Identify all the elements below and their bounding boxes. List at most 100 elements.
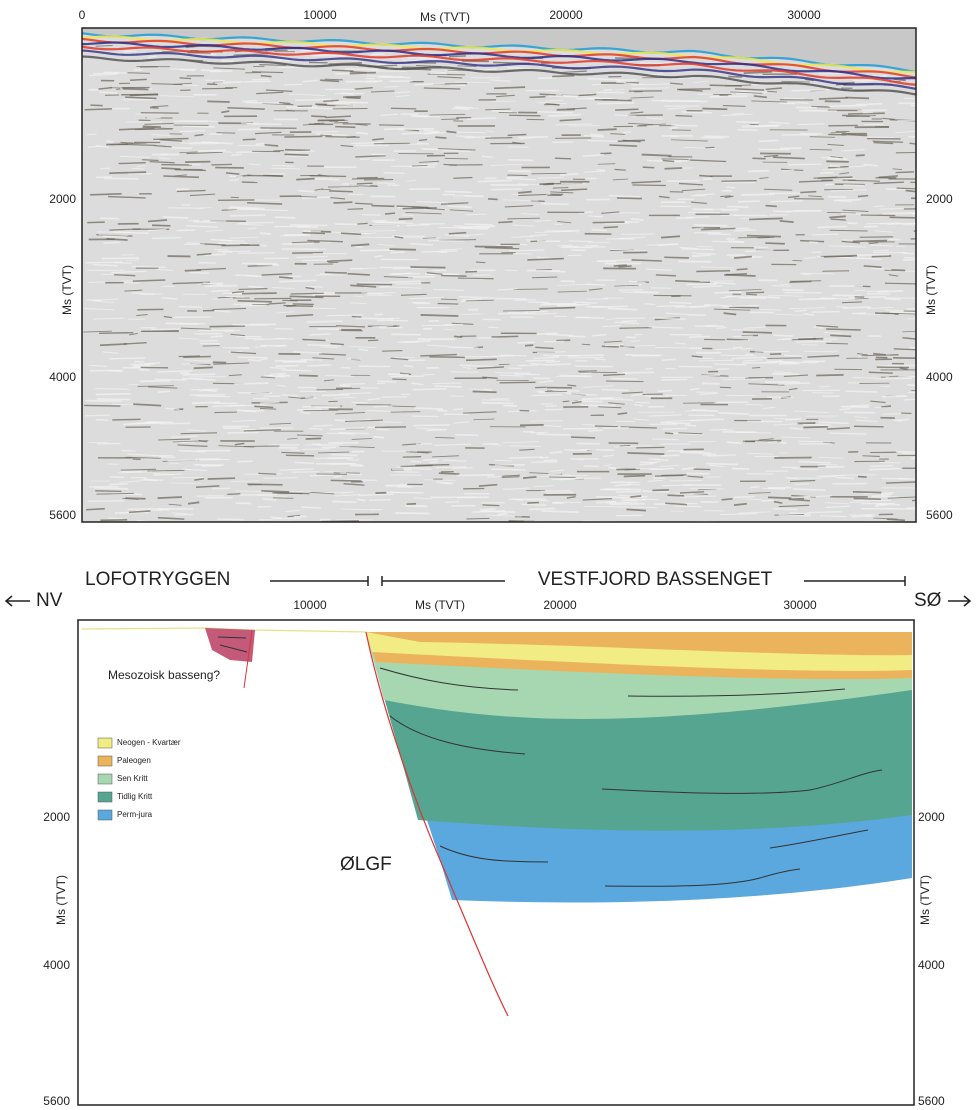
reflector bbox=[642, 491, 669, 492]
reflector bbox=[557, 527, 591, 528]
reflector bbox=[96, 177, 112, 178]
reflector bbox=[197, 524, 218, 525]
reflector bbox=[123, 89, 149, 90]
reflector bbox=[675, 116, 692, 117]
reflector bbox=[848, 113, 885, 114]
reflector bbox=[466, 214, 486, 215]
reflector bbox=[710, 96, 747, 97]
reflector bbox=[396, 513, 430, 514]
reflector bbox=[372, 225, 399, 226]
reflector bbox=[284, 154, 308, 155]
reflector bbox=[664, 257, 689, 258]
reflector bbox=[227, 494, 240, 495]
reflector bbox=[335, 529, 368, 530]
reflector bbox=[299, 375, 318, 376]
reflector bbox=[391, 108, 416, 109]
reflector bbox=[176, 189, 189, 190]
reflector bbox=[140, 294, 163, 295]
reflector bbox=[284, 136, 322, 137]
figure: 0 10000 Ms (TVT) 20000 30000 2000 4000 5… bbox=[0, 0, 976, 1110]
reflector bbox=[873, 250, 889, 251]
reflector bbox=[411, 461, 422, 462]
reflector bbox=[303, 231, 321, 232]
reflector bbox=[785, 478, 821, 479]
direction-label: SØ bbox=[914, 590, 942, 611]
reflector bbox=[569, 241, 593, 242]
reflector bbox=[784, 98, 805, 99]
reflector bbox=[398, 129, 434, 130]
reflector bbox=[109, 484, 128, 485]
reflector bbox=[177, 230, 196, 231]
reflector bbox=[302, 449, 330, 450]
reflector bbox=[715, 349, 735, 350]
reflector bbox=[204, 286, 237, 287]
reflector bbox=[824, 256, 857, 257]
reflector bbox=[100, 520, 127, 521]
reflector bbox=[784, 355, 802, 356]
reflector bbox=[211, 290, 229, 291]
reflector bbox=[249, 174, 285, 175]
reflector bbox=[830, 536, 856, 537]
reflector bbox=[597, 103, 634, 104]
legend-label: Tidlig Kritt bbox=[117, 792, 153, 801]
reflector bbox=[506, 177, 523, 178]
reflector bbox=[896, 172, 914, 173]
reflector bbox=[465, 224, 493, 225]
y-axis-label: Ms (TVT) bbox=[924, 265, 938, 315]
reflector bbox=[326, 137, 360, 138]
reflector bbox=[347, 209, 363, 210]
reflector bbox=[749, 218, 783, 219]
reflector bbox=[110, 477, 124, 478]
region-label: LOFOTRYGGEN bbox=[85, 569, 230, 590]
reflector bbox=[481, 403, 513, 404]
reflector bbox=[155, 543, 189, 544]
reflector bbox=[585, 537, 622, 538]
reflector bbox=[480, 509, 496, 510]
reflector bbox=[426, 430, 446, 431]
reflector bbox=[915, 427, 952, 428]
reflector bbox=[417, 143, 429, 144]
reflector bbox=[360, 159, 370, 160]
reflector bbox=[729, 307, 759, 308]
reflector bbox=[146, 538, 157, 539]
reflector bbox=[910, 348, 926, 349]
reflector bbox=[780, 221, 794, 222]
reflector bbox=[150, 107, 159, 108]
reflector bbox=[809, 242, 818, 243]
reflector bbox=[858, 551, 887, 552]
reflector bbox=[238, 301, 272, 302]
reflector bbox=[356, 318, 394, 319]
reflector bbox=[845, 391, 878, 392]
reflector bbox=[191, 389, 218, 390]
reflector bbox=[182, 545, 196, 546]
reflector bbox=[652, 490, 669, 491]
reflector bbox=[243, 81, 271, 82]
reflector bbox=[495, 551, 512, 552]
reflector bbox=[261, 76, 272, 77]
reflector bbox=[322, 395, 349, 396]
reflector bbox=[553, 533, 580, 534]
reflector bbox=[540, 491, 571, 492]
reflector bbox=[749, 297, 780, 298]
reflector bbox=[147, 117, 161, 118]
reflector bbox=[727, 339, 748, 340]
reflector bbox=[234, 383, 268, 384]
reflector bbox=[163, 217, 188, 218]
x-tick-label: 0 bbox=[79, 8, 86, 22]
y-axis-label: Ms (TVT) bbox=[918, 875, 932, 925]
reflector bbox=[682, 249, 714, 250]
reflector bbox=[640, 549, 667, 550]
reflector bbox=[586, 450, 615, 451]
reflector bbox=[702, 109, 727, 110]
x-tick-label: 30000 bbox=[787, 8, 821, 22]
reflector bbox=[143, 126, 161, 127]
reflector bbox=[313, 523, 325, 524]
reflector bbox=[662, 359, 676, 360]
reflector bbox=[385, 213, 395, 214]
x-tick-label: 20000 bbox=[543, 598, 577, 612]
reflector bbox=[595, 426, 618, 427]
reflector bbox=[722, 499, 733, 500]
reflector bbox=[307, 321, 343, 322]
reflector bbox=[857, 110, 887, 111]
reflector bbox=[569, 401, 602, 402]
